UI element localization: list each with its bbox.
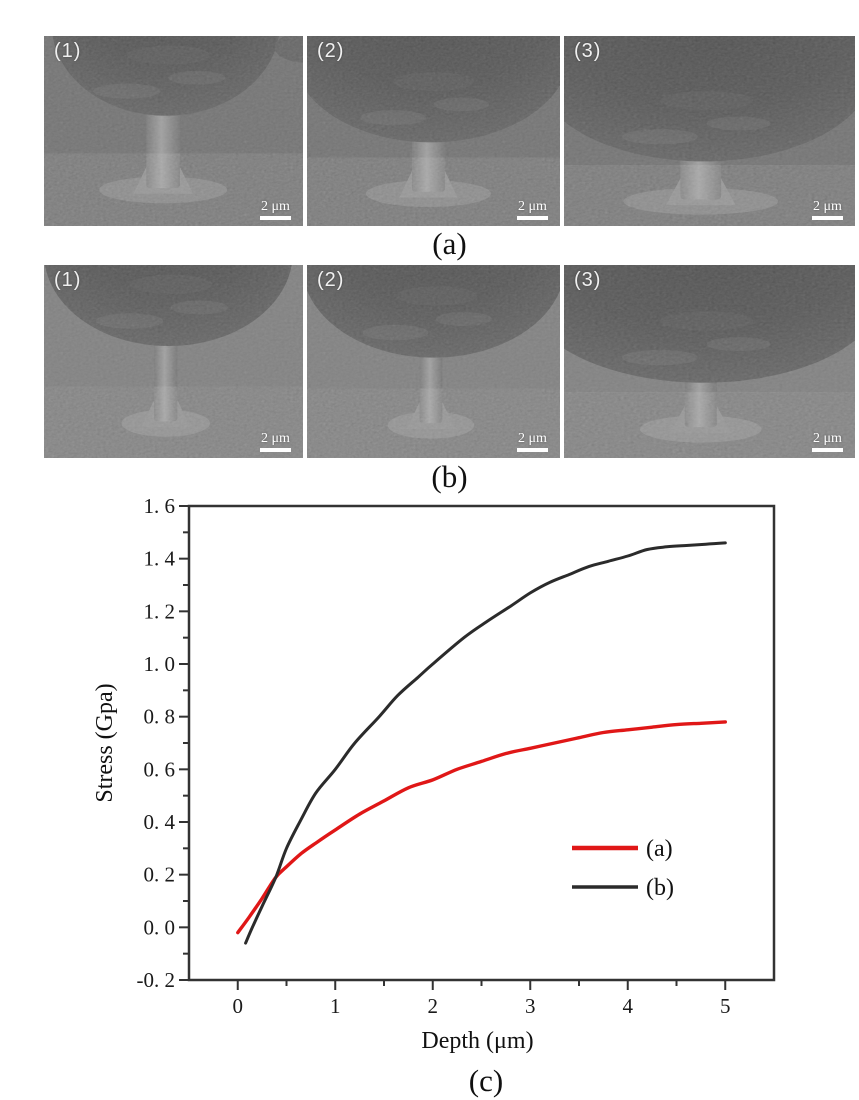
- scale-bar-label: 2 μm: [518, 199, 547, 214]
- y-tick-label: 0. 2: [144, 863, 176, 887]
- panel-label: (1): [54, 269, 82, 291]
- series-line-b: [244, 541, 727, 945]
- sem-micrograph: (3) 2 μm: [564, 36, 855, 226]
- scale-bar-line: [517, 448, 548, 452]
- y-tick-label: 1. 2: [144, 599, 176, 623]
- y-tick-label: 1. 4: [144, 547, 176, 571]
- scale-bar-label: 2 μm: [518, 431, 547, 446]
- y-tick-label: 1. 0: [144, 652, 176, 676]
- y-tick-label: 1. 6: [144, 495, 176, 518]
- plot-frame: [187, 504, 776, 982]
- y-tick-label: 0. 8: [144, 705, 176, 729]
- y-axis-label: Stress (Gpa): [92, 683, 118, 802]
- panel-label: (3): [574, 269, 602, 291]
- scale-bar: 2 μm: [517, 431, 548, 452]
- x-tick-label: 4: [623, 994, 634, 1018]
- sem-micrograph: (2) 2 μm: [307, 36, 560, 226]
- panel-label: (2): [317, 269, 345, 291]
- sem-micrograph: (3) 2 μm: [564, 265, 855, 458]
- x-tick-label: 5: [720, 994, 731, 1018]
- y-tick-label: 0. 4: [144, 810, 176, 834]
- scale-bar-line: [812, 216, 843, 220]
- scale-bar-label: 2 μm: [813, 431, 842, 446]
- scale-bar-line: [517, 216, 548, 220]
- legend-label: (a): [646, 836, 673, 862]
- row-caption-a: (a): [432, 226, 467, 261]
- y-tick-label: -0. 2: [137, 968, 176, 992]
- scale-bar-line: [260, 216, 291, 220]
- stress-depth-chart: 0 1 2 3 4 5 1. 6 1. 4 1. 2 1. 0 0. 8 0. 6 0. 4 0. 2 0.…: [0, 495, 859, 1100]
- series-line-a: [236, 720, 727, 935]
- x-tick-label: 3: [525, 994, 536, 1018]
- y-tick-label: 0. 0: [144, 915, 176, 939]
- x-tick-label: 0: [233, 994, 244, 1018]
- scale-bar-line: [812, 448, 843, 452]
- scale-bar-label: 2 μm: [261, 199, 290, 214]
- chart-caption: (c): [469, 1063, 503, 1098]
- scale-bar: 2 μm: [260, 199, 291, 220]
- row-caption-b: (b): [431, 459, 468, 494]
- x-axis-label: Depth (μm): [421, 1028, 533, 1054]
- panel-label: (1): [54, 40, 82, 62]
- sem-row-b: (1) 2 μm (2) 2 μm (3) 2 μm: [0, 265, 859, 458]
- scale-bar-label: 2 μm: [261, 431, 290, 446]
- panel-label: (3): [574, 40, 602, 62]
- scale-bar-label: 2 μm: [813, 199, 842, 214]
- sem-row-a: (1) 2 μm (2) 2 μm (3) 2 μm: [0, 36, 859, 226]
- y-tick-label: 0. 6: [144, 757, 176, 781]
- sem-micrograph: (1) 2 μm: [44, 36, 303, 226]
- chart-svg: 0 1 2 3 4 5 1. 6 1. 4 1. 2 1. 0 0. 8 0. 6 0. 4 0. 2 0.…: [92, 495, 776, 1098]
- sem-micrograph: (1) 2 μm: [44, 265, 303, 458]
- legend-label: (b): [646, 875, 674, 901]
- scale-bar: 2 μm: [812, 431, 843, 452]
- x-tick-label: 1: [330, 994, 341, 1018]
- scale-bar: 2 μm: [260, 431, 291, 452]
- scale-bar: 2 μm: [517, 199, 548, 220]
- scale-bar-line: [260, 448, 291, 452]
- panel-label: (2): [317, 40, 345, 62]
- scale-bar: 2 μm: [812, 199, 843, 220]
- x-tick-label: 2: [428, 994, 439, 1018]
- sem-micrograph: (2) 2 μm: [307, 265, 560, 458]
